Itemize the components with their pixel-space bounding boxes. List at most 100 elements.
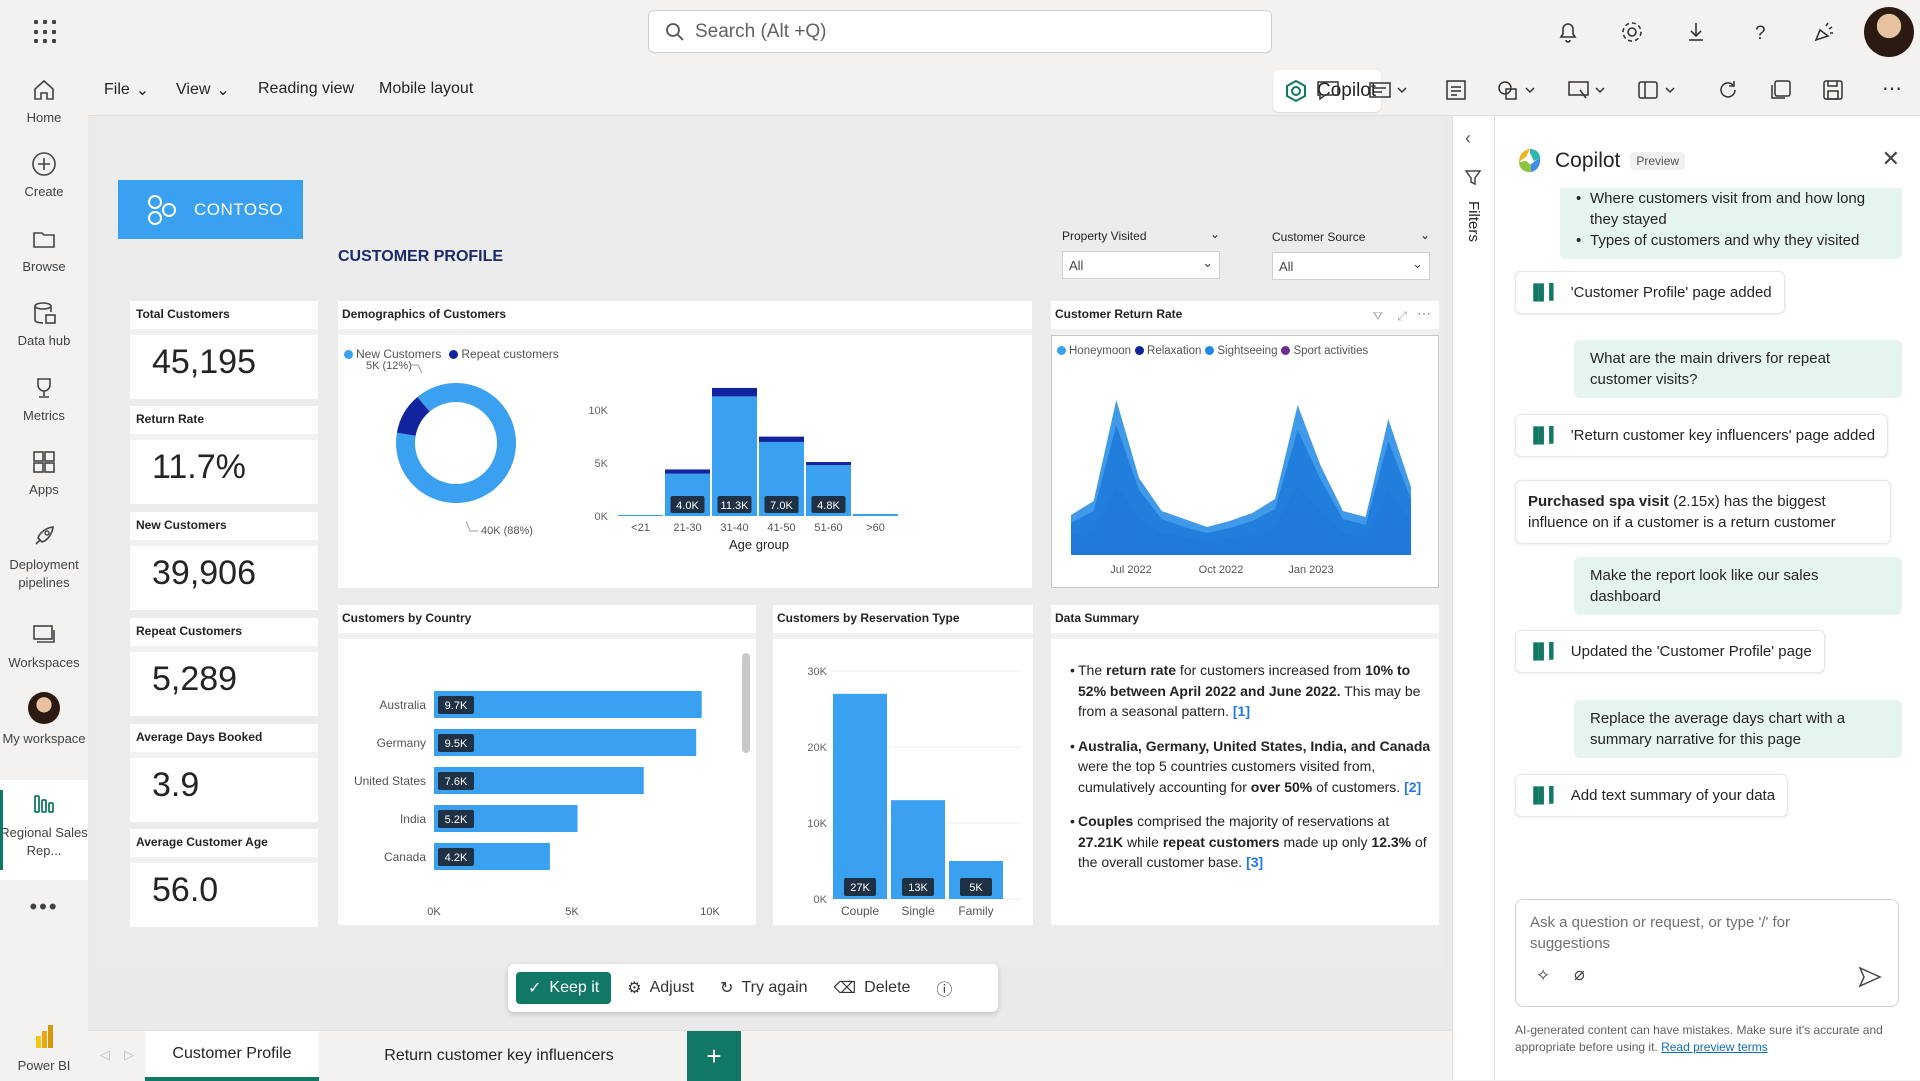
svg-text:?: ? [1755, 23, 1766, 44]
nav-metrics[interactable]: Metrics [0, 374, 88, 423]
demographics-chart-card[interactable]: Demographics of Customers New Customers … [338, 301, 1032, 588]
search-placeholder: Search (Alt +Q) [695, 20, 827, 42]
chevron-down-icon[interactable]: ⌄ [1419, 228, 1430, 242]
nav-power-bi[interactable]: Power BI [0, 1022, 88, 1073]
kpi-average-days-booked[interactable]: Average Days Booked 3.9 [130, 724, 318, 822]
send-icon[interactable] [1858, 966, 1882, 988]
save-icon[interactable] [1820, 78, 1846, 102]
age-bar-chart[interactable]: 0K 5K 10K <21 4.0K 21-30 11.3K 31-40 7.0K 41-50 4.… [578, 361, 1028, 586]
mobile-layout-button[interactable]: Mobile layout [379, 80, 473, 98]
more-options-icon[interactable]: ⋯ [1417, 305, 1431, 321]
report-icon: ▐▌▍ [1528, 787, 1561, 804]
reservation-chart-card[interactable]: Customers by Reservation Type 0K 10K 20K 30… [773, 605, 1033, 925]
kpi-return-rate[interactable]: Return Rate 11.7% [130, 406, 318, 504]
nav-my-workspace[interactable]: My workspace [0, 692, 88, 748]
chevron-left-icon[interactable]: ‹ [1465, 128, 1471, 148]
more-icon[interactable]: ••• [29, 894, 59, 919]
try-again-label: Try again [741, 979, 808, 996]
country-bar-chart[interactable]: Australia 9.7K Germany 9.5K United States 7.6… [338, 639, 738, 925]
attach-icon[interactable]: ⌀ [1574, 964, 1585, 984]
citation-link[interactable]: [3] [1246, 854, 1264, 870]
country-chart-card[interactable]: Customers by Country Australia 9.7K German… [338, 605, 756, 925]
nav-workspaces[interactable]: Workspaces [0, 621, 88, 670]
citation-link[interactable]: [1] [1232, 703, 1250, 719]
slicer-dropdown[interactable]: All ⌄ [1272, 252, 1430, 280]
nav-create[interactable]: Create [0, 150, 88, 199]
shapes-dropdown-icon[interactable] [1496, 78, 1540, 102]
nav-apps[interactable]: Apps [0, 448, 88, 497]
search-box[interactable]: Search (Alt +Q) [648, 10, 1272, 53]
x-tick-label: <21 [631, 522, 650, 534]
slicer-label: Property Visited [1062, 229, 1147, 243]
data-label-bg [438, 696, 474, 714]
comment-icon[interactable] [1315, 78, 1341, 102]
gear-icon[interactable] [1618, 18, 1646, 46]
layout-dropdown-icon[interactable] [1636, 78, 1680, 102]
filter-icon[interactable]: ⛛ [1372, 309, 1383, 323]
return-rate-area-chart[interactable]: Jul 2022 Oct 2022 Jan 2023 [1071, 385, 1431, 585]
adjust-button[interactable]: ⚙ Adjust [617, 972, 704, 1004]
copilot-icon [1286, 79, 1306, 103]
data-label-bg [438, 734, 474, 752]
nav-deployment-pipelines[interactable]: Deployment pipelines [0, 522, 88, 592]
try-again-button[interactable]: ↻ Try again [710, 972, 818, 1004]
donut-slice [396, 397, 430, 436]
x-tick-label: Jul 2022 [1110, 564, 1152, 576]
add-page-button[interactable]: + [687, 1031, 741, 1081]
bullet-item: • Where customers visit from and how long… [1576, 190, 1866, 228]
reading-view-button[interactable]: Reading view [258, 80, 354, 98]
next-page-icon[interactable]: ▷ [124, 1047, 134, 1062]
duplicate-icon[interactable] [1768, 78, 1794, 102]
help-icon[interactable]: ? [1746, 18, 1774, 46]
citation-link[interactable]: [2] [1404, 778, 1422, 795]
kpi-total-customers[interactable]: Total Customers 45,195 [130, 301, 318, 399]
user-avatar[interactable] [1864, 7, 1914, 57]
view-menu[interactable]: View ⌄ [176, 80, 230, 100]
sparkle-icon[interactable]: ✧ [1536, 966, 1551, 985]
chevron-down-icon[interactable]: ⌄ [1209, 227, 1220, 241]
refresh-icon[interactable] [1715, 78, 1741, 102]
file-menu[interactable]: File ⌄ [104, 80, 149, 100]
app-launcher-icon[interactable] [34, 20, 58, 44]
legend-item: Sport activities [1281, 345, 1368, 357]
feedback-icon[interactable] [1810, 18, 1838, 46]
nav-data-hub[interactable]: Data hub [0, 299, 88, 348]
slicer-dropdown[interactable]: All ⌄ [1062, 251, 1220, 279]
notes-icon[interactable] [1443, 78, 1469, 102]
donut-chart[interactable]: 5K (12%) 40K (88%) [338, 361, 578, 586]
download-icon[interactable] [1682, 18, 1710, 46]
tab-customer-profile[interactable]: Customer Profile [145, 1031, 319, 1081]
close-icon[interactable]: ✕ [1881, 146, 1900, 171]
x-tick-label: 41-50 [767, 522, 795, 534]
return-rate-chart-card[interactable]: Customer Return Rate ⛛ ⤢ ⋯ Honeymoon Rel… [1051, 301, 1439, 588]
more-options-icon[interactable]: ⋯ [1882, 78, 1902, 100]
nav-browse[interactable]: Browse [0, 225, 88, 274]
copilot-prompt-input[interactable]: Ask a question or request, or type '/' f… [1515, 899, 1899, 1007]
preview-terms-link[interactable]: Read preview terms [1661, 1040, 1768, 1054]
filters-pane[interactable]: ‹ Filters [1452, 116, 1494, 1080]
tab-return-key-influencers[interactable]: Return customer key influencers [319, 1031, 679, 1081]
x-tick-label: Couple [841, 904, 879, 918]
x-tick-label: 21-30 [673, 522, 701, 534]
present-dropdown-icon[interactable] [1566, 78, 1610, 102]
nav-home[interactable]: Home [0, 76, 88, 125]
card-divider [773, 633, 1033, 639]
prev-page-icon[interactable]: ◁ [100, 1047, 110, 1062]
keep-it-button[interactable]: ✓ Keep it [516, 972, 612, 1004]
visual-dropdown-icon[interactable] [1368, 78, 1412, 102]
chevron-down-icon: ⌄ [216, 82, 230, 99]
x-tick-label: Family [958, 904, 993, 918]
reservation-bar-chart[interactable]: 0K 10K 20K 30K 27K Couple 13K Single 5K Family [773, 639, 1033, 925]
focus-mode-icon[interactable]: ⤢ [1397, 309, 1407, 323]
delete-button[interactable]: ⌫ Delete [824, 972, 921, 1004]
chart-title: Customer Return Rate [1055, 307, 1183, 321]
nav-regional-sales-report[interactable]: Regional Sales Rep... [0, 780, 88, 880]
kpi-new-customers[interactable]: New Customers 39,906 [130, 512, 318, 610]
page-title: CUSTOMER PROFILE [338, 248, 504, 265]
kpi-repeat-customers[interactable]: Repeat Customers 5,289 [130, 618, 318, 716]
feedback-button[interactable]: ⓘ [926, 972, 962, 1004]
scrollbar[interactable] [742, 653, 750, 753]
bell-icon[interactable] [1554, 18, 1582, 46]
area-series [1071, 400, 1411, 555]
kpi-average-customer-age[interactable]: Average Customer Age 56.0 [130, 829, 318, 927]
